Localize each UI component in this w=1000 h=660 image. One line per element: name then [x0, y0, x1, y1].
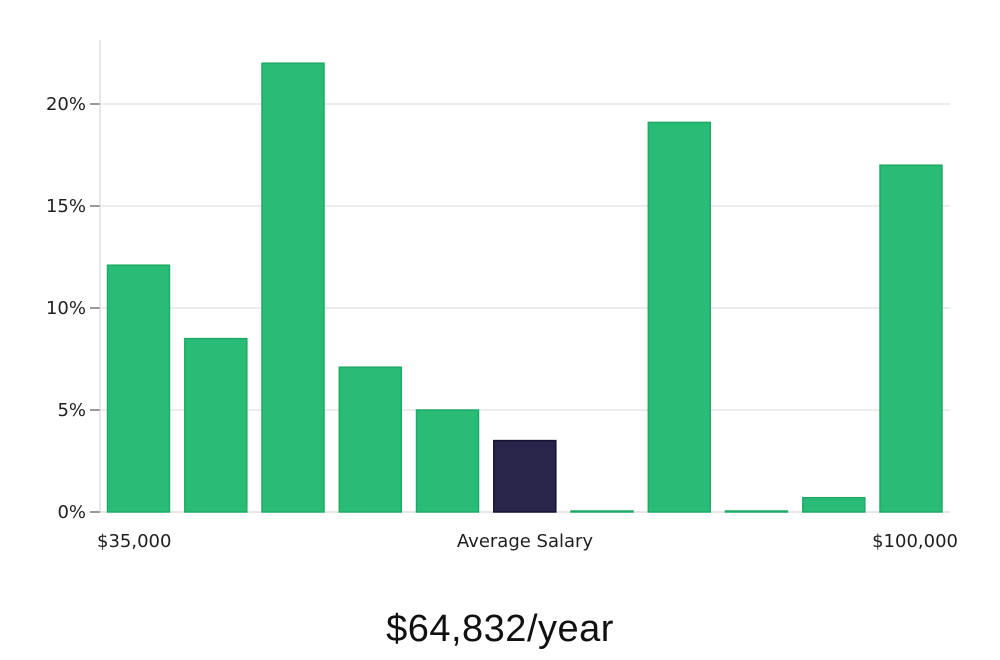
bar: [338, 366, 403, 513]
bar: [647, 121, 712, 513]
bars: [106, 62, 943, 513]
bar: [879, 164, 943, 513]
y-tick-label: 5%: [57, 400, 86, 421]
x-axis-labels: $35,000 Average Salary $100,000: [97, 531, 958, 552]
bar: [415, 409, 480, 513]
bar: [261, 62, 325, 513]
y-tick-label: 15%: [46, 196, 86, 217]
x-range-max-label: $100,000: [872, 531, 958, 552]
x-range-min-label: $35,000: [97, 531, 171, 552]
y-tick-label: 20%: [46, 94, 86, 115]
grid-lines: [100, 103, 950, 411]
bar: [802, 496, 866, 513]
y-tick-label: 10%: [46, 298, 86, 319]
x-axis-title: Average Salary: [457, 531, 594, 552]
average-salary-value: $64,832/year: [386, 608, 614, 650]
bar: [570, 510, 634, 513]
y-tick-labels: 0% 5% 10% 15% 20%: [46, 94, 86, 523]
bar-highlighted: [493, 439, 557, 513]
bar: [724, 510, 789, 513]
bar: [184, 337, 248, 513]
y-tick-label: 0%: [57, 502, 86, 523]
bar: [106, 264, 171, 513]
